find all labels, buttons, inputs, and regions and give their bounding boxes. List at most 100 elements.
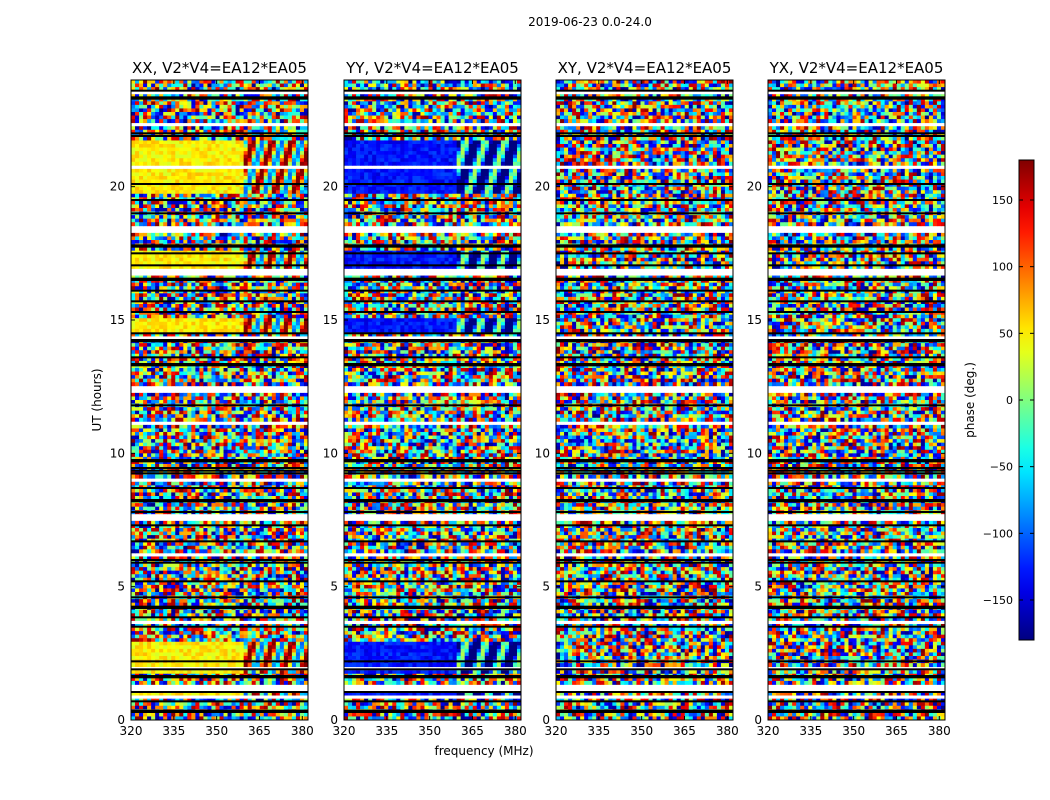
heatmap-cell	[299, 464, 305, 468]
heatmap-cell	[231, 353, 236, 358]
heatmap-cell	[267, 129, 273, 134]
heatmap-cell	[211, 101, 216, 106]
heatmap-cell	[167, 314, 172, 319]
heatmap-cell	[251, 428, 257, 433]
heatmap-cell	[223, 453, 228, 458]
heatmap-cell	[267, 179, 273, 184]
heatmap-cell	[275, 300, 281, 305]
heatmap-cell	[159, 460, 164, 465]
heatmap-cell	[271, 506, 277, 511]
heatmap-cell	[215, 104, 220, 109]
heatmap-cell	[235, 168, 241, 173]
heatmap-cell	[195, 154, 200, 159]
heatmap-cell	[303, 314, 308, 319]
heatmap-cell	[223, 528, 228, 532]
heatmap-cell	[283, 293, 289, 298]
heatmap-cell	[227, 332, 232, 337]
heatmap-cell	[239, 474, 245, 479]
heatmap-cell	[175, 161, 180, 166]
heatmap-cell	[143, 83, 148, 88]
heatmap-cell	[271, 144, 277, 148]
heatmap-cell	[139, 531, 144, 536]
heatmap-cell	[223, 357, 228, 362]
heatmap-cell	[295, 307, 301, 312]
heatmap-cell	[279, 261, 285, 266]
heatmap-cell	[279, 286, 285, 291]
heatmap-cell	[283, 176, 289, 180]
heatmap-cell	[235, 357, 241, 362]
heatmap-cell	[159, 325, 164, 330]
heatmap-cell	[191, 506, 196, 511]
heatmap-cell	[263, 364, 269, 369]
heatmap-cell	[251, 282, 257, 287]
heatmap-cell	[303, 215, 308, 220]
heatmap-cell	[183, 289, 188, 294]
heatmap-cell	[191, 488, 196, 493]
heatmap-cell	[223, 435, 228, 440]
heatmap-cell	[303, 481, 308, 486]
heatmap-cell	[231, 432, 236, 436]
heatmap-cell	[151, 215, 156, 220]
heatmap-cell	[183, 94, 188, 99]
heatmap-cell	[251, 108, 257, 113]
heatmap-cell	[263, 186, 269, 191]
heatmap-cell	[251, 492, 257, 497]
heatmap-cell	[287, 158, 293, 163]
heatmap-cell	[131, 528, 136, 532]
heatmap-cell	[231, 286, 236, 291]
heatmap-cell	[203, 346, 208, 351]
heatmap-cell	[271, 410, 277, 415]
heatmap-cell	[203, 378, 208, 383]
heatmap-cell	[179, 400, 184, 404]
heatmap-cell	[195, 488, 200, 493]
heatmap-cell	[219, 410, 224, 415]
heatmap-cell	[135, 464, 140, 468]
heatmap-cell	[287, 286, 293, 291]
heatmap-cell	[291, 364, 297, 369]
heatmap-cell	[183, 236, 188, 241]
heatmap-cell	[171, 453, 176, 458]
heatmap-cell	[231, 396, 236, 401]
heatmap-cell	[191, 275, 196, 280]
heatmap-cell	[215, 460, 220, 465]
heatmap-cell	[183, 112, 188, 116]
heatmap-cell	[299, 236, 305, 241]
heatmap-cell	[235, 200, 241, 205]
heatmap-cell	[207, 442, 212, 447]
heatmap-cell	[291, 282, 297, 287]
heatmap-cell	[251, 328, 257, 333]
heatmap-cell	[199, 382, 204, 387]
heatmap-cell	[135, 264, 140, 269]
heatmap-cell	[299, 119, 305, 124]
heatmap-cell	[279, 179, 285, 184]
heatmap-cell	[247, 186, 253, 191]
heatmap-cell	[167, 247, 172, 252]
heatmap-cell	[231, 87, 236, 92]
heatmap-cell	[131, 442, 136, 447]
heatmap-cell	[151, 186, 156, 191]
heatmap-cell	[175, 236, 180, 241]
heatmap-cell	[287, 364, 293, 369]
heatmap-cell	[171, 186, 176, 191]
heatmap-cell	[283, 382, 289, 387]
heatmap-cell	[175, 318, 180, 323]
heatmap-cell	[251, 442, 257, 447]
heatmap-cell	[215, 371, 220, 376]
heatmap-cell	[283, 488, 289, 493]
heatmap-cell	[203, 424, 208, 429]
heatmap-cell	[163, 435, 168, 440]
heatmap-cell	[239, 254, 245, 259]
heatmap-cell	[223, 375, 228, 380]
heatmap-cell	[251, 172, 257, 177]
heatmap-cell	[303, 424, 308, 429]
heatmap-cell	[131, 328, 136, 333]
heatmap-cell	[139, 314, 144, 319]
heatmap-cell	[239, 264, 245, 269]
heatmap-cell	[235, 364, 241, 369]
heatmap-cell	[299, 247, 305, 252]
heatmap-cell	[199, 168, 204, 173]
heatmap-cell	[263, 247, 269, 252]
heatmap-cell	[247, 119, 253, 124]
heatmap-cell	[295, 467, 301, 472]
heatmap-cell	[203, 357, 208, 362]
